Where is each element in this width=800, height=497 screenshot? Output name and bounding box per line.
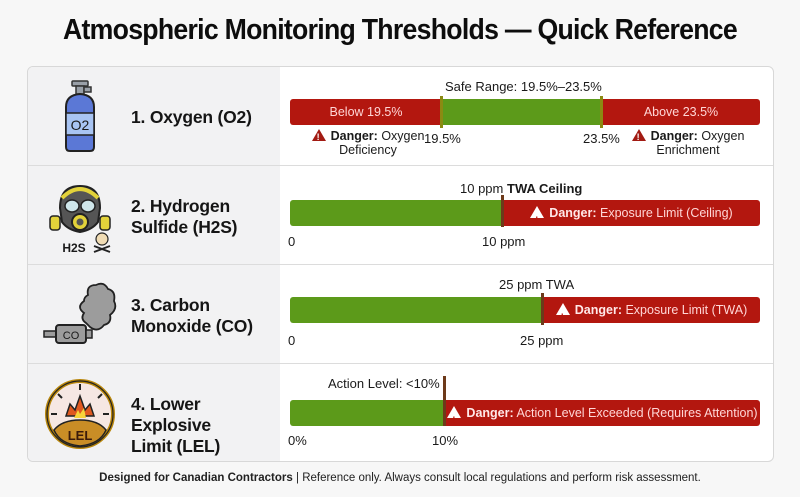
ceiling-label: 10 ppm TWA Ceiling (460, 181, 583, 196)
svg-text:CO: CO (63, 330, 80, 342)
danger-label: Danger: Action Level Exceeded (Requires … (445, 400, 760, 433)
high-threshold-marker (600, 96, 603, 128)
safe-segment (290, 297, 543, 323)
safe-segment (442, 99, 602, 125)
safe-segment (290, 400, 445, 426)
gas-mask-icon: H2S (49, 184, 111, 254)
row-oxygen: O2 1. Oxygen (O2) Safe Range: 19.5%–23.5… (28, 67, 773, 166)
warning-icon (555, 303, 570, 330)
high-threshold-value: 23.5% (583, 131, 620, 146)
threshold-bar-co: 25 ppm TWA Danger: Exposure Limit (TWA) … (288, 265, 765, 363)
danger-high-segment (602, 99, 760, 125)
warning-icon (311, 129, 326, 144)
low-threshold-value: 19.5% (424, 131, 461, 146)
danger-segment (503, 200, 760, 226)
twa-label: 25 ppm TWA (499, 277, 575, 292)
footer-disclaimer: Designed for Canadian Contractors | Refe… (99, 472, 701, 484)
axis-start: 0% (288, 433, 307, 448)
oxygen-cylinder-icon: O2 (65, 80, 95, 152)
warning-icon (447, 406, 462, 433)
row-header: CO 3. Carbon Monoxide (CO) (28, 265, 280, 363)
axis-start: 0 (288, 234, 296, 249)
svg-text:H2S: H2S (62, 241, 85, 254)
safe-range-label: Safe Range: 19.5%–23.5% (445, 79, 602, 94)
threshold-bar-lel: Action Level: <10% Danger: Action Level … (288, 364, 765, 461)
svg-text:O2: O2 (71, 117, 90, 133)
warning-icon (631, 129, 646, 144)
explosion-gauge-icon: LEL (45, 379, 115, 449)
row-hydrogen-sulfide: H2S 2. Hydrogen Sulfide (H2S) 10 ppm TWA … (28, 166, 773, 265)
ceiling-marker (501, 195, 504, 227)
threshold-bar-h2s: 10 ppm TWA Ceiling Danger: Exposure Limi… (288, 166, 765, 264)
safe-segment (290, 200, 503, 226)
thresholds-card: O2 1. Oxygen (O2) Safe Range: 19.5%–23.5… (27, 66, 774, 462)
low-threshold-marker (440, 96, 443, 128)
row-lower-explosive-limit: LEL 4. Lower Explosive Limit (LEL) Action… (28, 364, 773, 461)
row-header: O2 1. Oxygen (O2) (28, 67, 280, 165)
danger-segment (445, 400, 760, 426)
page-title: Atmospheric Monitoring Thresholds — Quic… (62, 14, 738, 46)
danger-segment (543, 297, 760, 323)
gas-name: 2. Hydrogen Sulfide (H2S) (131, 196, 238, 237)
warning-icon (530, 206, 545, 233)
row-header: LEL 4. Lower Explosive Limit (LEL) (28, 364, 280, 461)
gas-name: 3. Carbon Monoxide (CO) (131, 295, 253, 336)
gas-name: 1. Oxygen (O2) (131, 107, 252, 127)
danger-label: Danger: Exposure Limit (Ceiling) (503, 200, 760, 233)
exhaust-pipe-icon: CO (43, 282, 117, 344)
axis-start: 0 (288, 333, 296, 348)
action-level-label: Action Level: <10% (328, 376, 440, 391)
below-label: Below 19.5% (329, 105, 403, 119)
row-header: H2S 2. Hydrogen Sulfide (H2S) (28, 166, 280, 264)
above-label: Above 23.5% (643, 105, 719, 119)
danger-low-segment (290, 99, 442, 125)
action-level-marker (443, 376, 446, 426)
axis-mark: 10 ppm (482, 234, 526, 249)
svg-text:LEL: LEL (68, 428, 93, 443)
danger-label: Danger: Exposure Limit (TWA) (543, 297, 760, 330)
twa-marker (541, 293, 544, 325)
axis-mark: 25 ppm (520, 333, 564, 348)
axis-mark: 10% (432, 433, 459, 448)
threshold-bar-oxygen: Safe Range: 19.5%–23.5% Below 19.5% Abov… (290, 67, 765, 165)
gas-name: 4. Lower Explosive Limit (LEL) (131, 394, 221, 456)
